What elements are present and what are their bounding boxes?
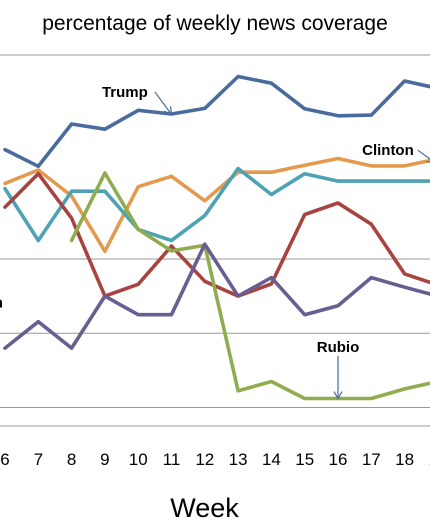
x-tick-label-6: 6 [0, 450, 9, 469]
x-tick-label-10: 10 [129, 450, 148, 469]
annotation-arrowhead-2 [333, 391, 343, 400]
x-tick-label-16: 16 [329, 450, 348, 469]
series-line-rubio [69, 171, 430, 401]
annotation-arrow-line-1 [417, 149, 430, 160]
annotation-arrowhead-0 [163, 106, 173, 116]
x-tick-label-17: 17 [362, 450, 381, 469]
x-tick-label-15: 15 [295, 450, 314, 469]
x-tick-label-13: 13 [229, 450, 248, 469]
annotation-clinton: Clinton [362, 142, 414, 159]
annotation-arrowhead-1 [426, 161, 430, 163]
series-line-series-6 [3, 242, 430, 350]
chart-title: percentage of weekly news coverage [42, 12, 388, 35]
x-tick-label-9: 9 [100, 450, 109, 469]
annotation-arrow-line-0 [154, 91, 172, 115]
x-axis-label: Week [170, 493, 239, 523]
annotation-trump: Trump [102, 84, 148, 101]
x-tick-label-18: 18 [395, 450, 414, 469]
series-line-series-3 [3, 166, 430, 243]
annotation-rubio: Rubio [317, 339, 360, 356]
x-tick-label-11: 11 [163, 450, 181, 469]
x-tick-label-8: 8 [67, 450, 76, 469]
series-line-trump [3, 74, 430, 169]
annotation-n: n [0, 294, 3, 311]
x-tick-label-12: 12 [195, 450, 214, 469]
x-tick-label-14: 14 [262, 450, 281, 469]
x-tick-label-7: 7 [34, 450, 43, 469]
x-tick-label-19: 19 [428, 450, 430, 469]
series-line-clinton [3, 156, 430, 254]
